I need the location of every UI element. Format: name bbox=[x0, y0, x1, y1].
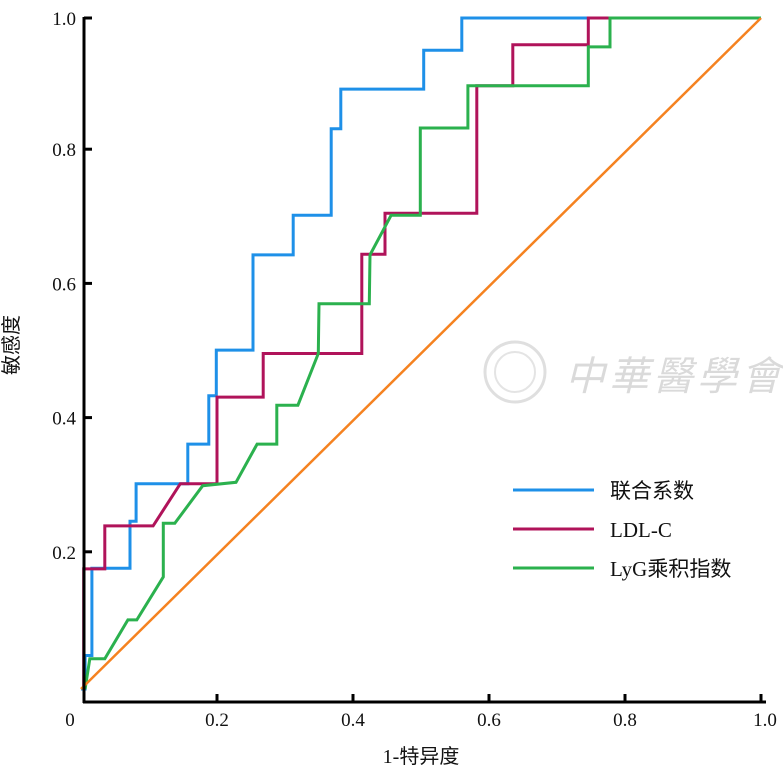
watermark: 中華醫學會 bbox=[483, 340, 783, 404]
x-axis-title: 1-特异度 bbox=[383, 745, 460, 768]
tick-layer: 0 0.2 0.4 0.6 0.8 1.0 0.2 0.4 0.6 0.8 1.0 bbox=[52, 9, 777, 731]
legend-label: LyG乘积指数 bbox=[610, 557, 731, 581]
y-tick-label: 0.2 bbox=[52, 543, 76, 564]
x-tick-label: 0.8 bbox=[613, 710, 637, 731]
series-layer bbox=[80, 16, 762, 691]
x-tick-label: 0 bbox=[65, 710, 75, 731]
series-line-0 bbox=[81, 16, 761, 691]
y-tick-label: 0.4 bbox=[52, 409, 76, 430]
legend: 联合系数 LDL-C LyG乘积指数 bbox=[513, 479, 731, 581]
legend-label: LDL-C bbox=[610, 518, 672, 542]
x-tick-label: 1.0 bbox=[753, 710, 777, 731]
watermark-seal bbox=[483, 340, 547, 404]
y-axis-title: 敏感度 bbox=[0, 315, 23, 375]
y-tick-label: 0.6 bbox=[52, 274, 76, 295]
series-line-3 bbox=[80, 17, 762, 690]
y-tick-label: 1.0 bbox=[52, 9, 76, 30]
x-tick-label: 0.4 bbox=[341, 710, 365, 731]
series-line-1 bbox=[82, 16, 610, 689]
series-line-2 bbox=[83, 16, 761, 690]
x-tick-label: 0.2 bbox=[205, 710, 229, 731]
watermark-seal-inner bbox=[494, 351, 536, 393]
watermark-text: 中華醫學會 bbox=[565, 354, 783, 399]
y-tick-label: 0.8 bbox=[52, 140, 76, 161]
x-tick-label: 0.6 bbox=[477, 710, 501, 731]
legend-label: 联合系数 bbox=[610, 479, 694, 503]
axes bbox=[82, 17, 766, 704]
